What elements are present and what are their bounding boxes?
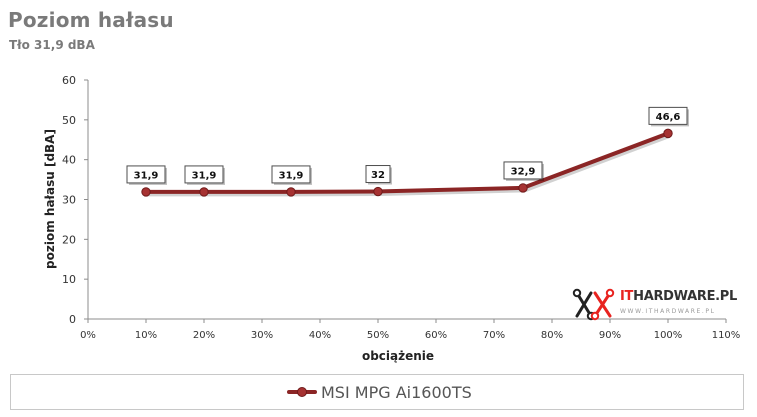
plot-area — [87, 80, 726, 320]
data-label-box — [648, 106, 688, 125]
x-axis-title: obciążenie — [362, 349, 434, 363]
data-label: 32,9 — [511, 166, 536, 177]
y-tick-label: 20 — [62, 233, 76, 246]
ithardware-logo: ITHARDWARE.PL WWW.ITHARDWARE.PL — [572, 288, 737, 322]
x-tick-label: 10% — [135, 330, 157, 341]
y-tick-label: 0 — [69, 313, 76, 326]
legend-line-marker-icon — [287, 386, 317, 398]
y-ticks: 0 10 20 30 40 50 60 — [62, 74, 88, 326]
logo-mark-icon — [572, 288, 615, 321]
x-tick-label: 90% — [599, 330, 621, 341]
data-labels: 31,9 31,9 31,9 32 32,9 46,6 — [126, 106, 689, 185]
series-line — [144, 131, 670, 194]
y-tick-label: 10 — [62, 273, 76, 286]
data-label: 46,6 — [656, 112, 681, 123]
data-point — [518, 183, 528, 193]
data-point — [141, 187, 151, 197]
logo-wordmark-accent: IT — [620, 289, 634, 304]
logo-wordmark: ITHARDWARE.PL — [620, 289, 737, 304]
x-tick-label: 70% — [483, 330, 505, 341]
series-line-shadow — [147, 133, 671, 197]
logo-wordmark-main: HARDWARE.PL — [633, 289, 738, 304]
y-axis-title: poziom hałasu [dBA] — [43, 129, 57, 269]
x-tick-label: 20% — [193, 330, 215, 341]
data-point — [286, 187, 296, 197]
legend-entry: MSI MPG Ai1600TS — [287, 375, 472, 409]
legend-label: MSI MPG Ai1600TS — [321, 382, 472, 402]
data-point — [199, 187, 209, 197]
x-tick-label: 60% — [425, 330, 447, 341]
data-label-box — [503, 161, 543, 180]
data-label-box — [184, 165, 224, 184]
x-tick-label: 100% — [654, 330, 683, 341]
chart-subtitle: Tło 31,9 dBA — [9, 38, 95, 52]
y-tick-label: 50 — [62, 114, 76, 127]
data-point — [373, 186, 383, 197]
logo-url: WWW.ITHARDWARE.PL — [620, 308, 716, 315]
x-ticks: 0% 10% 20% 30% 40% 50% 60% 70% 80% 90% 100% 110% — [80, 319, 740, 341]
data-label: 31,9 — [134, 170, 159, 181]
data-label: 32 — [371, 170, 385, 181]
x-tick-label: 110% — [712, 330, 741, 341]
data-label: 31,9 — [192, 170, 217, 181]
data-label-box — [365, 165, 391, 184]
y-tick-label: 40 — [62, 154, 76, 167]
x-tick-label: 30% — [251, 330, 273, 341]
data-label-box — [271, 165, 311, 184]
series-group — [141, 128, 673, 197]
y-tick-label: 30 — [62, 194, 76, 207]
data-label: 31,9 — [279, 170, 304, 181]
data-point — [663, 128, 673, 139]
y-tick-label: 60 — [62, 74, 76, 87]
x-tick-label: 50% — [367, 330, 389, 341]
x-tick-label: 0% — [80, 330, 96, 341]
chart-title: Poziom hałasu — [8, 8, 174, 32]
data-label-box — [126, 165, 166, 184]
x-tick-label: 40% — [309, 330, 331, 341]
x-tick-label: 80% — [541, 330, 563, 341]
legend: MSI MPG Ai1600TS — [10, 374, 744, 410]
